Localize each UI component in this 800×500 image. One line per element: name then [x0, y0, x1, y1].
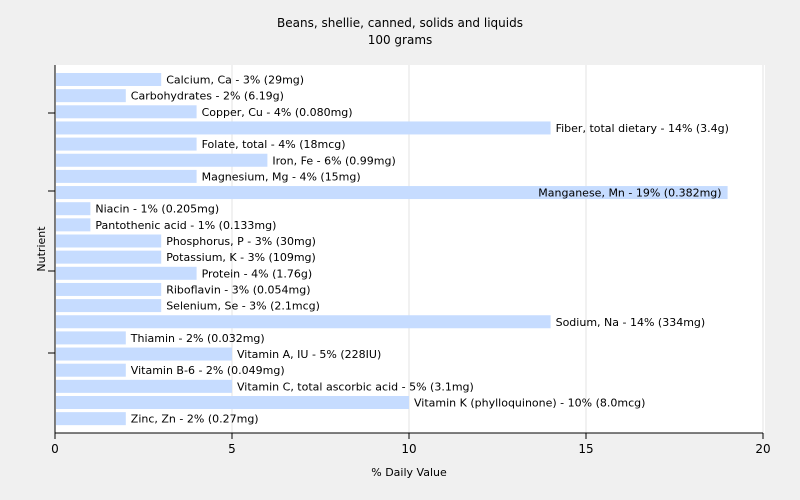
bar-label: Iron, Fe - 6% (0.99mg) — [272, 154, 395, 167]
bar-label: Sodium, Na - 14% (334mg) — [556, 316, 706, 329]
bar-labels: Calcium, Ca - 3% (29mg) Carbohydrates - 2… — [95, 74, 729, 426]
bar — [56, 121, 551, 135]
bar-label: Selenium, Se - 3% (2.1mcg) — [166, 300, 320, 313]
bars — [56, 73, 728, 426]
bar — [56, 186, 728, 200]
bar-label: Vitamin A, IU - 5% (228IU) — [237, 348, 381, 361]
bar — [56, 202, 91, 216]
bar-label: Thiamin - 2% (0.032mg) — [130, 332, 265, 345]
bar — [56, 299, 162, 313]
bar-label: Potassium, K - 3% (109mg) — [166, 251, 316, 264]
bar — [56, 282, 162, 296]
plot-area — [55, 65, 765, 433]
bar-label: Folate, total - 4% (18mcg) — [202, 138, 346, 151]
bar — [56, 266, 197, 280]
bar — [56, 250, 162, 264]
x-tick-labels: 0 5 10 15 20 — [51, 442, 770, 456]
x-tick-label: 0 — [51, 442, 59, 456]
bar-label: Protein - 4% (1.76g) — [202, 267, 313, 280]
x-axis-title: % Daily Value — [371, 466, 447, 479]
bar-label: Fiber, total dietary - 14% (3.4g) — [556, 122, 729, 135]
bar-label: Carbohydrates - 2% (6.19g) — [131, 90, 284, 103]
bar — [56, 137, 197, 151]
bar — [56, 396, 409, 409]
chart-subtitle: 100 grams — [368, 33, 433, 47]
bar — [56, 347, 232, 361]
bar-label: Pantothenic acid - 1% (0.133mg) — [95, 219, 276, 232]
bar — [56, 315, 551, 329]
x-tick-label: 5 — [228, 442, 236, 456]
bar — [56, 363, 126, 377]
bar — [56, 153, 268, 167]
bar — [56, 218, 91, 232]
bar — [56, 73, 162, 86]
bar-label: Riboflavin - 3% (0.054mg) — [166, 283, 310, 296]
bar — [56, 412, 126, 426]
bar-label: Vitamin K (phylloquinone) - 10% (8.0mcg) — [414, 397, 645, 410]
bar — [56, 234, 162, 248]
bar-label: Calcium, Ca - 3% (29mg) — [166, 74, 304, 87]
bar — [56, 105, 197, 119]
bar — [56, 169, 197, 183]
bar-label: Magnesium, Mg - 4% (15mg) — [202, 170, 361, 183]
bar-label: Copper, Cu - 4% (0.080mg) — [202, 106, 353, 119]
bar-label: Manganese, Mn - 19% (0.382mg) — [538, 187, 721, 200]
bar-label: Vitamin B-6 - 2% (0.049mg) — [131, 364, 285, 377]
bar-label: Phosphorus, P - 3% (30mg) — [166, 235, 316, 248]
x-tick-label: 15 — [578, 442, 593, 456]
bar-label: Niacin - 1% (0.205mg) — [95, 203, 219, 216]
y-axis-title: Nutrient — [35, 226, 48, 272]
x-tick-label: 20 — [755, 442, 770, 456]
bar-label: Vitamin C, total ascorbic acid - 5% (3.1… — [237, 380, 474, 393]
axes — [48, 65, 764, 439]
bar — [56, 379, 232, 393]
bar — [56, 89, 126, 103]
chart-title: Beans, shellie, canned, solids and liqui… — [277, 16, 523, 30]
bar — [56, 331, 126, 345]
x-tick-label: 10 — [401, 442, 416, 456]
bar-label: Zinc, Zn - 2% (0.27mg) — [131, 413, 259, 426]
